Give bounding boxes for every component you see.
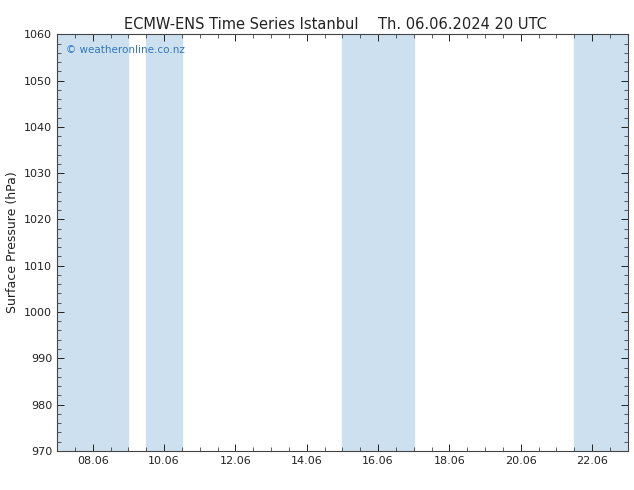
Bar (342, 34, 413, 451)
Bar (146, 34, 182, 451)
Y-axis label: Surface Pressure (hPa): Surface Pressure (hPa) (6, 172, 18, 314)
Text: ECMW-ENS Time Series Istanbul: ECMW-ENS Time Series Istanbul (124, 17, 358, 32)
Bar (574, 34, 628, 451)
Text: © weatheronline.co.nz: © weatheronline.co.nz (66, 45, 184, 55)
Bar (57, 34, 128, 451)
Text: Th. 06.06.2024 20 UTC: Th. 06.06.2024 20 UTC (378, 17, 547, 32)
